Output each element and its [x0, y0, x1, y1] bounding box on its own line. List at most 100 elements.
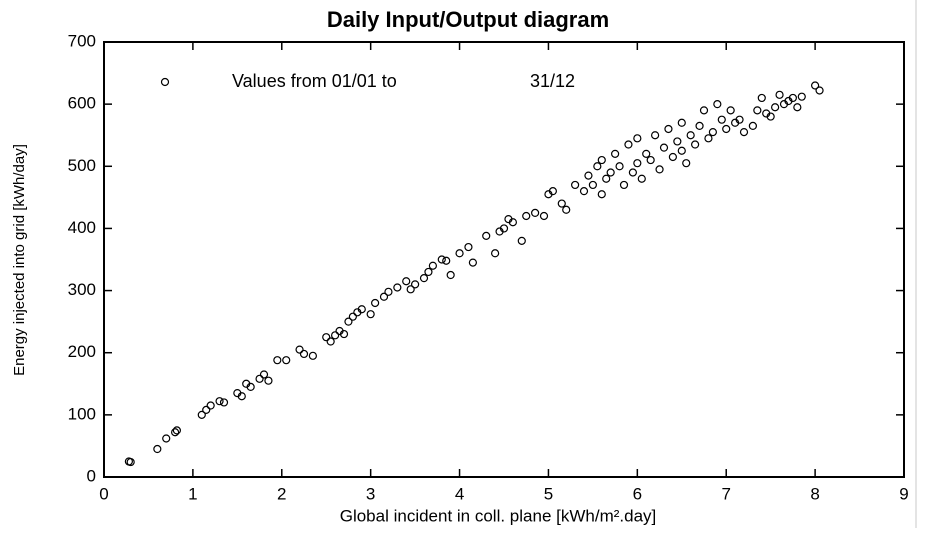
data-point [677, 118, 686, 127]
data-point [664, 124, 673, 134]
y-axis-title: Energy injected into grid [kWh/day] [11, 144, 28, 376]
data-point [557, 199, 566, 208]
data-point [815, 86, 824, 95]
data-point [255, 374, 264, 383]
legend-label: Values from 01/01 to [232, 71, 397, 91]
data-point [379, 292, 389, 301]
data-point [624, 140, 633, 149]
data-point [704, 134, 713, 143]
data-point [366, 310, 375, 319]
data-point [739, 128, 749, 137]
data-point [215, 397, 224, 406]
data-point [708, 128, 717, 137]
chart-title: Daily Input/Output diagram [327, 7, 609, 32]
data-point [455, 249, 464, 258]
data-point [682, 159, 691, 168]
data-point [126, 457, 135, 467]
data-point [393, 283, 402, 292]
x-tick-label: 1 [188, 484, 197, 503]
data-point [326, 337, 335, 346]
data-point [668, 152, 677, 162]
y-tick-label: 600 [68, 94, 96, 113]
data-point [651, 131, 660, 140]
data-point [628, 168, 637, 177]
data-point [571, 180, 580, 190]
data-point [442, 256, 451, 265]
data-point [344, 317, 353, 326]
data-point [659, 143, 669, 152]
data-point [411, 280, 420, 289]
data-point [562, 205, 571, 214]
x-tick-label: 6 [633, 484, 642, 503]
data-point [273, 356, 282, 365]
data-point [642, 149, 651, 158]
data-point [548, 187, 557, 196]
data-point [171, 428, 180, 437]
data-point [522, 211, 531, 221]
data-point [722, 124, 731, 134]
data-point [246, 382, 255, 391]
data-point [748, 121, 757, 130]
data-point [468, 258, 477, 267]
data-point [282, 356, 291, 365]
data-point [633, 134, 642, 143]
data-point [339, 329, 349, 339]
y-tick-label: 700 [68, 31, 96, 50]
data-point [437, 255, 446, 264]
data-point [357, 305, 366, 314]
x-tick-label: 4 [455, 484, 464, 503]
data-point [162, 434, 171, 443]
data-point [508, 218, 517, 227]
data-point [593, 162, 602, 171]
data-point [299, 349, 309, 359]
x-tick-label: 9 [899, 484, 908, 503]
x-tick-label: 8 [810, 484, 819, 503]
data-point [606, 168, 615, 177]
data-point [482, 231, 491, 240]
data-point [219, 398, 229, 407]
data-point [655, 165, 664, 174]
data-point [206, 401, 215, 410]
data-point [491, 249, 500, 258]
data-point [766, 112, 775, 121]
data-point [348, 312, 357, 321]
data-point [384, 287, 393, 296]
x-tick-label: 0 [99, 484, 108, 503]
y-tick-label: 100 [68, 404, 96, 423]
plot-frame [103, 41, 905, 478]
data-point [753, 106, 762, 115]
x-tick-label: 3 [366, 484, 375, 503]
data-point [713, 100, 722, 109]
data-point [197, 410, 206, 419]
y-tick-label: 0 [87, 466, 96, 485]
data-point [531, 208, 540, 217]
data-point [419, 274, 429, 283]
data-point [172, 426, 181, 435]
legend-marker [160, 77, 170, 87]
data-point [695, 121, 704, 130]
x-axis-title: Global incident in coll. plane [kWh/m².d… [340, 506, 657, 525]
data-point [699, 106, 709, 115]
y-tick-label: 300 [68, 280, 96, 299]
data-point [588, 180, 597, 190]
data-point [775, 90, 784, 99]
data-point [673, 137, 682, 146]
data-point [308, 351, 317, 360]
data-point [691, 140, 700, 149]
data-point [584, 171, 593, 180]
data-point [499, 224, 509, 233]
data-point [331, 331, 340, 340]
data-point [757, 93, 766, 103]
data-point [517, 236, 526, 245]
y-tick-label: 200 [68, 342, 96, 361]
data-point [677, 146, 686, 155]
data-point [797, 92, 806, 101]
data-point [793, 103, 802, 112]
data-point [428, 261, 437, 270]
data-point [446, 270, 455, 280]
x-tick-label: 2 [277, 484, 286, 503]
data-point [371, 298, 380, 308]
data-point [788, 93, 797, 103]
data-point [597, 190, 606, 199]
